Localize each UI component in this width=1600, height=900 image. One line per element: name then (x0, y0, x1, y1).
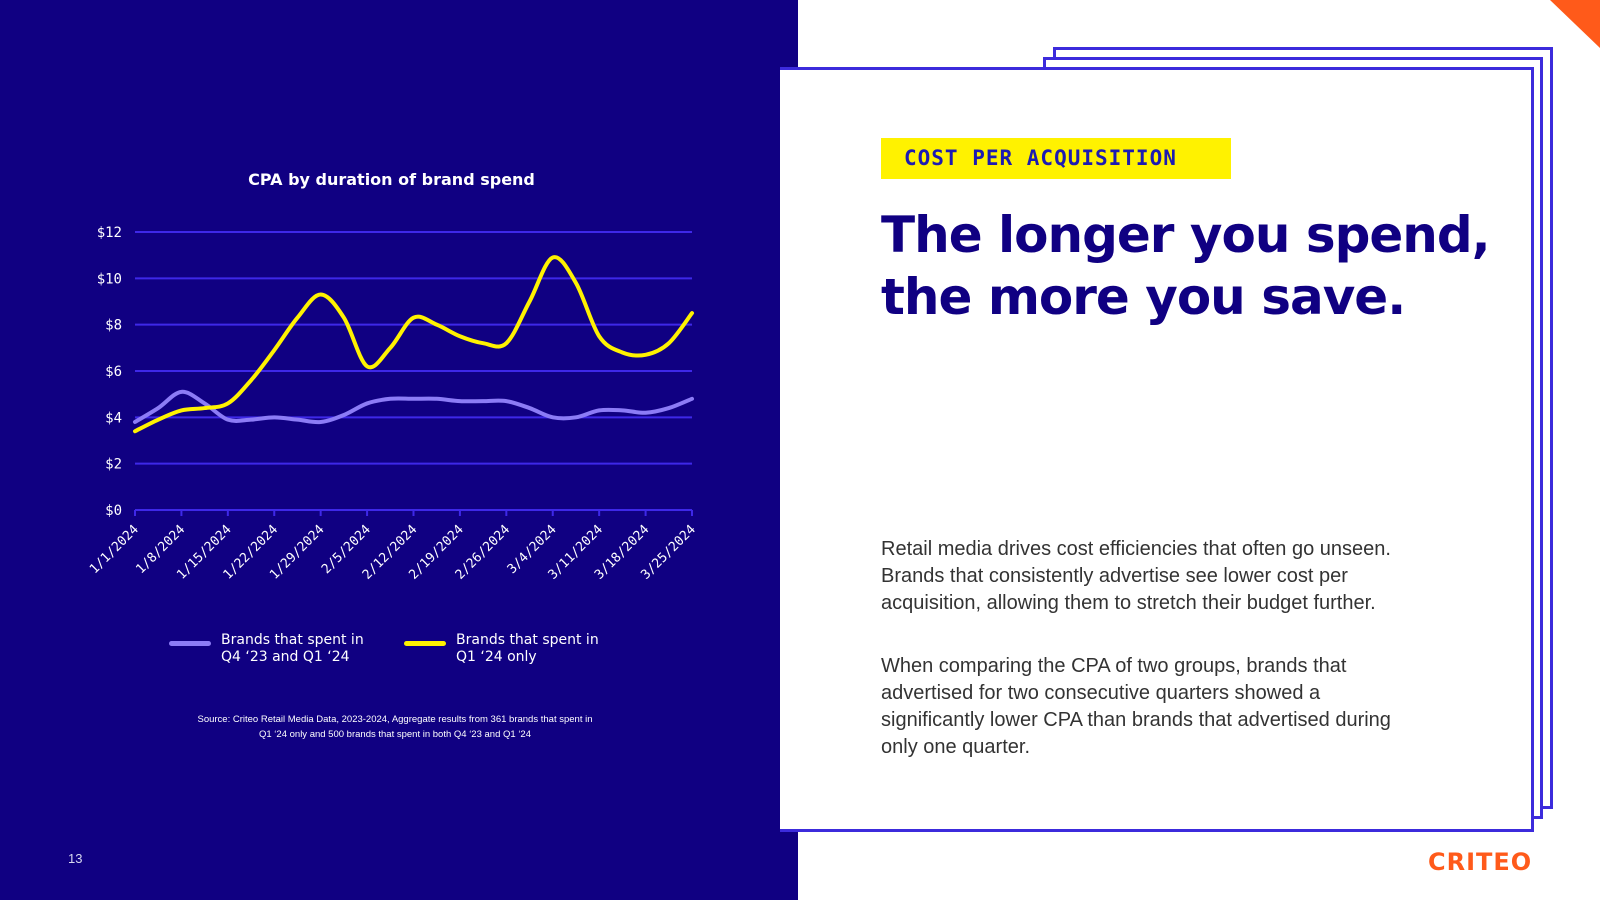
legend-item-q1-only: Brands that spent in Q1 ‘24 only (404, 632, 599, 666)
chart-legend: Brands that spent in Q4 ‘23 and Q1 ‘24 B… (0, 632, 798, 672)
criteo-logo: CRITEO (1428, 848, 1533, 876)
y-tick-label: $0 (105, 503, 122, 519)
y-tick-label: $6 (105, 364, 122, 380)
y-tick-label: $2 (105, 457, 122, 473)
legend-label-consecutive: Brands that spent in Q4 ‘23 and Q1 ‘24 (221, 632, 364, 665)
corner-accent (1550, 0, 1600, 48)
y-tick-label: $12 (97, 225, 122, 241)
x-tick-label: 1/1/2024 (87, 522, 142, 577)
chart-panel (0, 0, 798, 900)
page-number: 13 (68, 851, 83, 866)
body-paragraph-2: When comparing the CPA of two groups, br… (881, 655, 1391, 758)
legend-item-consecutive: Brands that spent in Q4 ‘23 and Q1 ‘24 (169, 632, 364, 666)
legend-swatch-consecutive (169, 641, 211, 646)
y-tick-label: $4 (105, 410, 122, 426)
content-card (780, 67, 1534, 832)
body-paragraph-1: Retail media drives cost efficiencies th… (881, 538, 1391, 614)
legend-label-q1-only: Brands that spent in Q1 ‘24 only (456, 632, 599, 665)
series-line-consecutive (133, 389, 694, 425)
section-tag: COST PER ACQUISITION (881, 138, 1231, 179)
series-line-q1-only (133, 255, 694, 434)
source-note: Source: Criteo Retail Media Data, 2023-2… (197, 714, 593, 740)
y-tick-label: $8 (105, 318, 122, 334)
y-tick-label: $10 (97, 271, 122, 287)
legend-swatch-q1-only (404, 641, 446, 646)
chart-title: CPA by duration of brand spend (248, 170, 535, 189)
line-chart: $0$2$4$6$8$10$121/1/20241/8/20241/15/202… (87, 225, 699, 583)
headline: The longer you spend, the more you save. (881, 206, 1491, 326)
